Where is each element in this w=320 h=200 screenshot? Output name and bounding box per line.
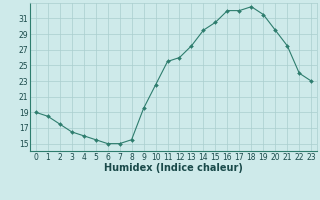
X-axis label: Humidex (Indice chaleur): Humidex (Indice chaleur) xyxy=(104,163,243,173)
